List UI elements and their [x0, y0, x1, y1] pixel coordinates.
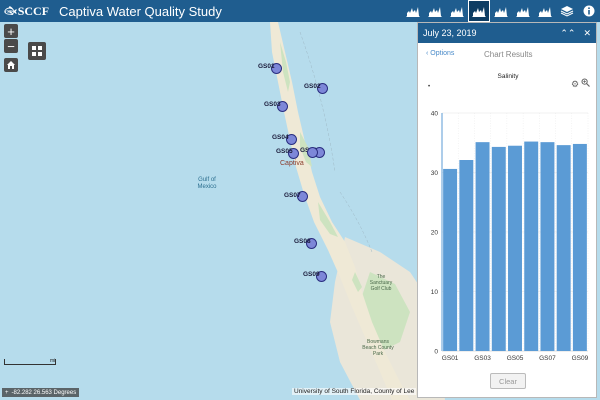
collapse-panel-icon[interactable]: ⌃⌃ [560, 27, 576, 38]
bar-gs09[interactable] [572, 143, 587, 351]
site-label-gs04: GS04 [272, 134, 289, 141]
x-tick-label: GS07 [539, 355, 556, 362]
site-marker-gs10[interactable] [306, 146, 318, 158]
site-label-gs03: GS03 [264, 101, 281, 108]
site-marker-gs07[interactable] [296, 190, 308, 202]
close-panel-icon[interactable]: ✕ [583, 27, 591, 38]
bar-gs06[interactable] [524, 141, 539, 351]
bar-gs02[interactable] [459, 160, 474, 351]
home-icon [7, 61, 15, 69]
y-tick-label: 20 [431, 230, 439, 237]
y-tick-label: 0 [434, 349, 438, 356]
panel-date: July 23, 2019 [423, 28, 477, 38]
captiva-place-label: Captiva [280, 160, 304, 167]
coords-expand-icon[interactable]: + [5, 389, 9, 396]
logo-fish-icon: 🐟︎ [4, 5, 17, 17]
panel-header: July 23, 2019 ⌃⌃ ✕ [418, 23, 596, 43]
y-tick-label: 30 [431, 170, 439, 177]
site-label-gs07: GS07 [284, 192, 301, 199]
zoom-out-button[interactable]: − [4, 39, 18, 54]
y-tick-label: 10 [431, 289, 439, 296]
site-label-gs05: GS05 [276, 148, 293, 155]
chart-icon[interactable] [446, 0, 468, 22]
map-attribution: University of South Florida, County of L… [292, 388, 417, 395]
map-basemap [270, 22, 445, 400]
site-marker-gs08[interactable] [305, 237, 317, 249]
chart-icon[interactable] [490, 0, 512, 22]
bar-gs05[interactable] [508, 145, 522, 351]
x-tick-label: GS09 [572, 355, 589, 362]
gulf-of-mexico-label: Gulf of Mexico [197, 177, 217, 190]
chart-icon[interactable] [468, 0, 490, 22]
site-label-gs02: GS02 [304, 83, 321, 90]
site-marker-gs02[interactable] [316, 82, 328, 94]
logo: 🐟︎ SCCF [0, 0, 53, 22]
chart-icon[interactable] [512, 0, 534, 22]
site-label-gs08: GS08 [294, 238, 311, 245]
toolbar [402, 0, 600, 22]
bar-gs03[interactable] [475, 142, 490, 351]
zoom-icon[interactable] [581, 78, 590, 89]
scale-label: mi [50, 358, 56, 364]
sanctuary-golf-club-label: The Sanctuary Golf Club [369, 274, 393, 292]
chart-icon[interactable] [402, 0, 424, 22]
chart-results-title: Chart Results [484, 50, 533, 59]
site-label-gs01: GS01 [258, 63, 275, 70]
options-label: Options [430, 50, 455, 57]
site-marker-gs09[interactable] [315, 270, 327, 282]
app-header: 🐟︎ SCCF Captiva Water Quality Study [0, 0, 600, 22]
coordinate-readout: + -82.282 26.563 Degrees [2, 388, 80, 397]
logo-text: SCCF [17, 3, 50, 18]
options-link[interactable]: ‹ Options [426, 50, 454, 57]
coordinates-text: -82.282 26.563 Degrees [11, 389, 77, 396]
site-marker-gs01[interactable] [270, 62, 282, 74]
chart-icon[interactable] [534, 0, 556, 22]
chevron-left-icon: ‹ [426, 50, 431, 57]
clear-button[interactable]: Clear [490, 373, 526, 389]
layers-icon[interactable] [556, 0, 578, 22]
scale-bar [4, 359, 56, 365]
site-marker-gs03[interactable] [276, 100, 288, 112]
grid-icon [32, 46, 42, 56]
x-tick-label: GS01 [442, 355, 459, 362]
site-marker-gs04[interactable] [285, 133, 297, 145]
chart-title: Salinity [497, 73, 519, 80]
x-tick-label: GS03 [474, 355, 491, 362]
salinity-chart: 0 10 20 30 40 GS01 GS03 GS05 GS07 GS09 [431, 111, 589, 363]
info-icon[interactable] [578, 0, 600, 22]
zoom-in-button[interactable]: + [4, 24, 18, 39]
y-tick-label: 40 [431, 111, 439, 118]
app-title: Captiva Water Quality Study [59, 3, 222, 19]
chart-panel: July 23, 2019 ⌃⌃ ✕ ‹ Options Chart Resul… [417, 22, 597, 398]
home-button[interactable] [4, 58, 18, 72]
bowmans-beach-park-label: Bowmans Beach County Park [362, 339, 394, 357]
bar-gs04[interactable] [491, 146, 506, 351]
chart-legend-dot: • [428, 84, 431, 90]
bar-gs07[interactable] [540, 142, 555, 351]
site-label-gs09: GS09 [303, 271, 320, 278]
gear-icon[interactable]: ⚙ [571, 79, 580, 89]
bar-gs01[interactable] [443, 168, 458, 351]
site-marker-gs05[interactable] [287, 147, 299, 159]
basemap-gallery-button[interactable] [28, 42, 46, 60]
x-tick-label: GS05 [507, 355, 524, 362]
bar-gs08[interactable] [556, 145, 571, 351]
chart-icon[interactable] [424, 0, 446, 22]
